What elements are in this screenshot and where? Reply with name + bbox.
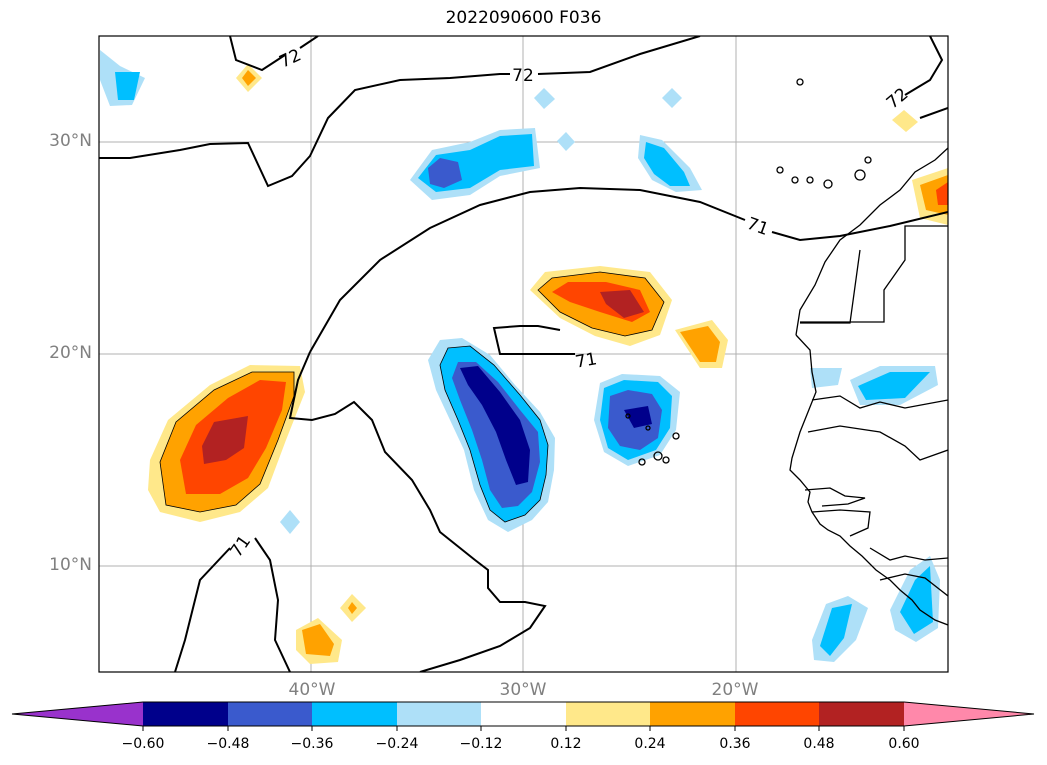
lon-label-30w: 30°W — [499, 680, 547, 700]
colorbar-swatch — [566, 702, 650, 726]
contour-label-71-a: 71 — [744, 214, 771, 240]
colorbar-swatch — [397, 702, 481, 726]
anomaly-west-positive — [148, 365, 305, 522]
lat-label-30n: 30°N — [49, 131, 92, 151]
map-plot — [99, 36, 948, 672]
anomaly-coast-negative — [810, 366, 940, 662]
contour-label-71-c: 71 — [226, 532, 255, 561]
colorbar-label: 0.60 — [888, 736, 920, 752]
colorbar — [11, 701, 1035, 731]
colorbar-swatch — [481, 702, 566, 726]
colorbar-swatch — [228, 702, 312, 726]
contour-lines — [99, 36, 948, 672]
contour-label-72-a: 72 — [276, 45, 304, 72]
colorbar-label: −0.48 — [206, 736, 250, 752]
colorbar-label: 0.48 — [803, 736, 835, 752]
coastlines — [625, 78, 948, 626]
colorbar-swatch — [650, 702, 735, 726]
map-title: 2022090600 F036 — [445, 8, 602, 28]
colorbar-label: −0.24 — [375, 736, 419, 752]
colorbar-label: 0.12 — [550, 736, 582, 752]
anomaly-cape-verde-negative — [594, 374, 680, 466]
colorbar-label: −0.60 — [121, 736, 165, 752]
colorbar-swatch — [312, 702, 397, 726]
anomaly-north-negative — [100, 50, 702, 534]
colorbar-label: 0.24 — [634, 736, 666, 752]
colorbar-swatch — [735, 702, 819, 726]
anomaly-central-positive — [530, 266, 728, 368]
lat-label-20n: 20°N — [49, 343, 92, 363]
anomaly-central-negative — [428, 338, 555, 532]
colorbar-extend-right — [904, 702, 1034, 726]
colorbar-swatch — [143, 702, 228, 726]
map-frame — [98, 35, 949, 673]
colorbar-label: 0.36 — [719, 736, 751, 752]
contour-label-72-b: 72 — [512, 66, 534, 86]
lon-label-40w: 40°W — [288, 680, 336, 700]
anomaly-small-positive — [236, 64, 948, 664]
colorbar-swatch — [819, 702, 904, 726]
contour-label-71-b: 71 — [574, 349, 599, 372]
lat-label-10n: 10°N — [49, 555, 92, 575]
contour-label-72-c: 72 — [883, 84, 912, 113]
colorbar-label: −0.36 — [290, 736, 334, 752]
colorbar-label: −0.12 — [459, 736, 503, 752]
colorbar-extend-left — [12, 702, 143, 726]
lon-label-20w: 20°W — [711, 680, 759, 700]
